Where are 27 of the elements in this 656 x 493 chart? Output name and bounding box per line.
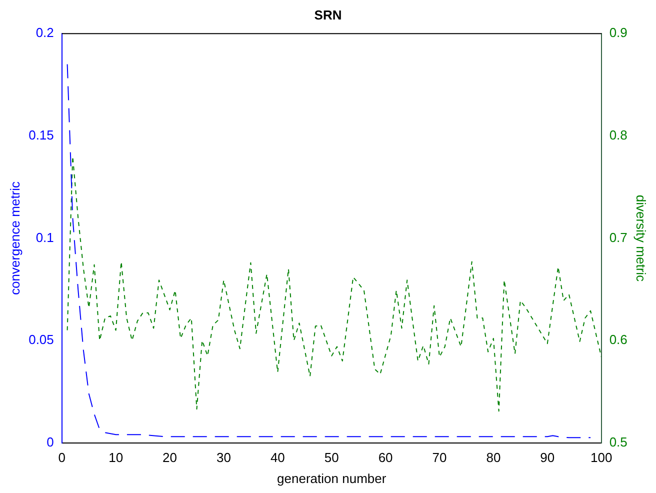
y-tick-label: 0 [46,434,54,450]
y2-tick-label: 0.7 [609,230,628,245]
y-tick-label: 0.1 [36,230,54,245]
y2-tick-label: 0.9 [609,25,628,40]
y2-tick-label: 0.5 [609,434,628,450]
x-tick-label: 90 [540,450,555,466]
line-series [66,64,592,438]
y-axis-title: convergence metric [7,180,22,295]
x-tick-label: 20 [162,450,178,466]
y-tick-label: 0.2 [36,25,54,40]
chart-title: SRN [314,7,342,22]
x-tick-label: 0 [58,450,66,466]
x-axis-title: generation number [277,470,387,486]
y-tick-label: 0.15 [28,127,54,142]
y2-tick-label: 0.8 [609,127,628,142]
x-tick-label: 30 [216,450,231,466]
x-tick-label: 80 [486,450,501,466]
x-tick-label: 10 [108,450,124,466]
x-tick-label: 70 [432,450,447,466]
x-tick-label: 40 [270,450,285,466]
line-series [66,156,602,412]
y2-axis-title: diversity metric [634,194,649,282]
x-tick-label: 100 [590,450,612,466]
y2-tick-label: 0.6 [609,332,628,348]
x-tick-label: 60 [378,450,393,466]
y-tick-label: 0.05 [28,332,54,348]
x-tick-label: 50 [324,450,339,466]
